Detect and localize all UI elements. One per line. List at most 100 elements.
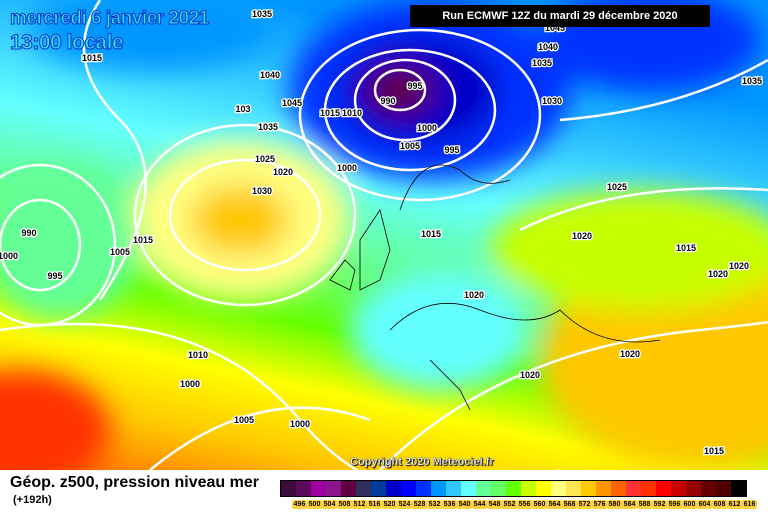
isobar-labels: 1035101510401045103510310251020103010001… — [0, 8, 763, 458]
legend-label: 524 — [397, 500, 412, 509]
legend-label: 544 — [472, 500, 487, 509]
forecast-time: 13:00 locale — [9, 31, 124, 55]
legend-label: 564 — [547, 500, 562, 509]
isobar-label: 995 — [407, 81, 422, 91]
legend-label: 540 — [457, 500, 472, 509]
legend-label: 532 — [427, 500, 442, 509]
legend-swatch — [341, 481, 356, 496]
isobar-label: 1020 — [729, 261, 749, 271]
legend-label: 616 — [742, 500, 757, 509]
legend-swatch — [401, 481, 416, 496]
legend-swatch — [476, 481, 491, 496]
isobar-label: 1025 — [255, 154, 275, 164]
isobar-label: 1030 — [542, 96, 562, 106]
isobars — [0, 0, 768, 470]
legend-label: 600 — [682, 500, 697, 509]
isobar-label: 1000 — [180, 379, 200, 389]
legend-label: 572 — [577, 500, 592, 509]
legend-swatch — [311, 481, 326, 496]
legend-label: 548 — [487, 500, 502, 509]
forecast-date: mercredi 6 janvier 2021 — [10, 8, 210, 30]
legend-label: 508 — [337, 500, 352, 509]
isobar-label: 1005 — [400, 141, 420, 151]
isobar-label: 1000 — [290, 419, 310, 429]
coastlines — [329, 164, 661, 411]
legend-swatch — [371, 481, 386, 496]
weather-map: 1035101510401045103510310251020103010001… — [0, 0, 768, 470]
legend-label: 580 — [607, 500, 622, 509]
legend-swatch — [326, 481, 341, 496]
isobar-label: 1020 — [464, 290, 484, 300]
isobar-label: 995 — [444, 145, 459, 155]
legend-swatch — [446, 481, 461, 496]
legend-swatch — [521, 481, 536, 496]
legend-label: 604 — [697, 500, 712, 509]
legend-swatch — [356, 481, 371, 496]
legend-label: 568 — [562, 500, 577, 509]
isobar-label: 1005 — [234, 415, 254, 425]
isobar-label: 1020 — [520, 370, 540, 380]
map-title: Géop. z500, pression niveau mer — [10, 474, 259, 491]
legend-swatch — [506, 481, 521, 496]
legend-label: 556 — [517, 500, 532, 509]
isobar-label: 1000 — [337, 163, 357, 173]
legend-swatch — [491, 481, 506, 496]
legend-swatch — [701, 481, 716, 496]
legend-swatch — [626, 481, 641, 496]
run-info: Run ECMWF 12Z du mardi 29 décembre 2020 — [410, 5, 710, 27]
legend-swatch — [536, 481, 551, 496]
legend-swatch — [551, 481, 566, 496]
legend-swatch — [281, 481, 296, 496]
legend-swatch — [731, 481, 746, 496]
copyright: Copyright 2020 Meteociel.fr — [350, 456, 494, 468]
isobar-label: 1025 — [607, 182, 627, 192]
isobar-label: 990 — [380, 96, 395, 106]
legend-swatch — [566, 481, 581, 496]
isobar-label: 1015 — [676, 243, 696, 253]
legend-label: 500 — [307, 500, 322, 509]
legend-label: 536 — [442, 500, 457, 509]
isobar-label: 1015 — [320, 108, 340, 118]
legend-label: 588 — [637, 500, 652, 509]
legend-label: 552 — [502, 500, 517, 509]
isobar-label: 1015 — [421, 229, 441, 239]
legend-swatch — [641, 481, 656, 496]
isobar-label: 1010 — [188, 350, 208, 360]
footer: Géop. z500, pression niveau mer (+192h) … — [0, 470, 768, 512]
lead-time: (+192h) — [13, 494, 52, 506]
color-legend — [280, 480, 747, 497]
legend-label: 516 — [367, 500, 382, 509]
legend-label: 596 — [667, 500, 682, 509]
isobar-label: 1015 — [133, 235, 153, 245]
isobar-label: 1035 — [258, 122, 278, 132]
isobar-label: 1045 — [282, 98, 302, 108]
isobar-label: 990 — [21, 228, 36, 238]
isobar-label: 1010 — [342, 108, 362, 118]
legend-swatch — [431, 481, 446, 496]
legend-label: 504 — [322, 500, 337, 509]
legend-label: 608 — [712, 500, 727, 509]
isobar-label: 1020 — [572, 231, 592, 241]
legend-swatch — [611, 481, 626, 496]
legend-label: 576 — [592, 500, 607, 509]
isobar-label: 1020 — [708, 269, 728, 279]
isobar-label: 1035 — [532, 58, 552, 68]
isobar-label: 1035 — [252, 9, 272, 19]
legend-swatch — [581, 481, 596, 496]
legend-label: 512 — [352, 500, 367, 509]
legend-swatch — [296, 481, 311, 496]
legend-label: 496 — [292, 500, 307, 509]
legend-swatch — [416, 481, 431, 496]
legend-labels: 496 500 504 508 512 516 520 524 528 532 536 540 544 5… — [292, 500, 757, 509]
isobar-label: 103 — [235, 104, 250, 114]
legend-swatch — [686, 481, 701, 496]
legend-swatch — [716, 481, 731, 496]
legend-swatch — [386, 481, 401, 496]
legend-swatch — [596, 481, 611, 496]
isobar-label: 995 — [47, 271, 62, 281]
legend-label: 592 — [652, 500, 667, 509]
isobar-label: 1040 — [260, 70, 280, 80]
isobar-label: 1020 — [273, 167, 293, 177]
legend-swatch — [656, 481, 671, 496]
isobar-label: 1030 — [252, 186, 272, 196]
